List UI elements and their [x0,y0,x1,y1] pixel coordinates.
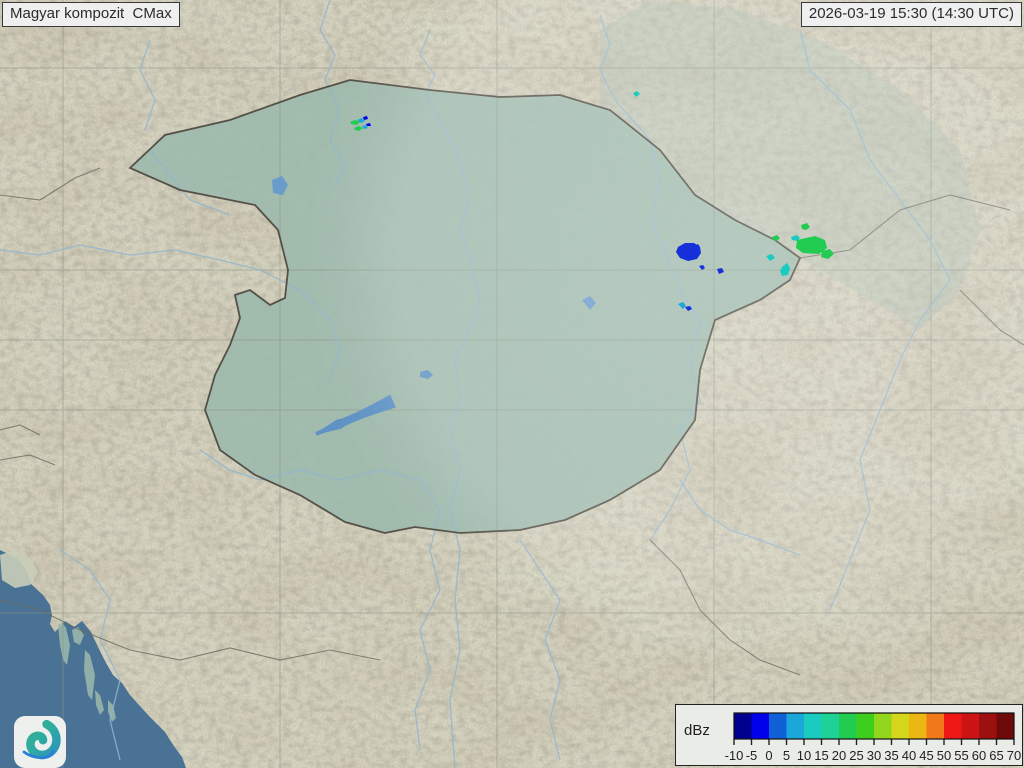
svg-text:20: 20 [832,748,846,763]
svg-text:-10: -10 [725,748,744,763]
svg-text:50: 50 [937,748,951,763]
svg-text:45: 45 [919,748,933,763]
svg-text:35: 35 [884,748,898,763]
svg-text:5: 5 [783,748,790,763]
svg-text:60: 60 [972,748,986,763]
svg-text:0: 0 [765,748,772,763]
svg-text:30: 30 [867,748,881,763]
svg-text:25: 25 [849,748,863,763]
svg-text:dBz: dBz [684,722,710,739]
svg-text:10: 10 [797,748,811,763]
svg-text:40: 40 [902,748,916,763]
svg-text:15: 15 [814,748,828,763]
svg-text:55: 55 [954,748,968,763]
svg-text:-5: -5 [746,748,758,763]
svg-text:65: 65 [989,748,1003,763]
svg-text:70: 70 [1007,748,1021,763]
